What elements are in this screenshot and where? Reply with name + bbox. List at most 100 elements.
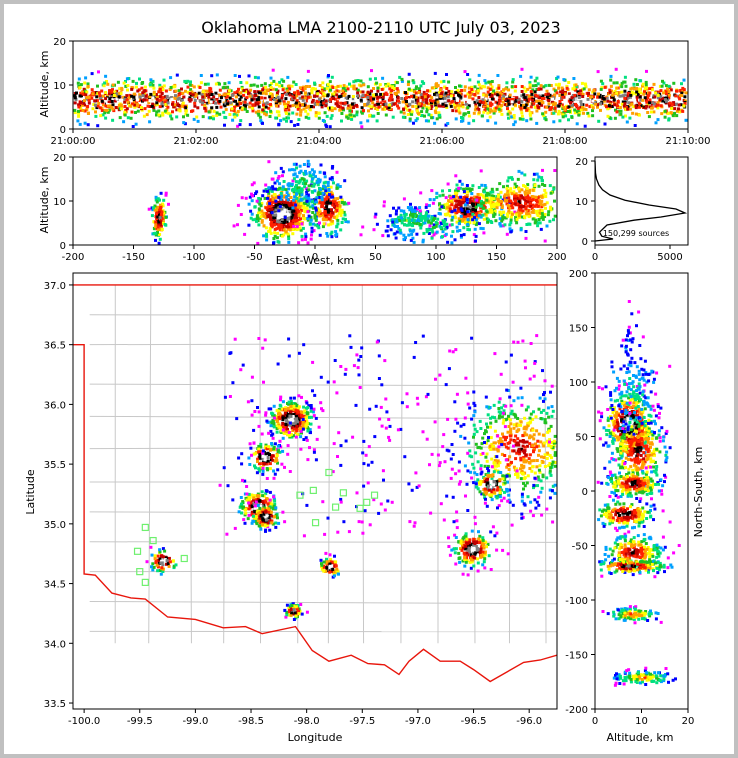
altitude-time-source [673, 111, 677, 115]
altitude-time-source [671, 114, 675, 118]
east-west-source [485, 198, 489, 202]
altitude-time-source [659, 89, 663, 93]
altitude-time-source [112, 94, 116, 97]
altitude-time-source [598, 93, 602, 97]
east-west-source [419, 191, 423, 195]
altitude-time-source [201, 101, 204, 105]
altitude-time-source [435, 93, 439, 97]
altitude-time-source [557, 109, 561, 113]
altitude-time-source [131, 125, 135, 128]
altitude-time-source [342, 108, 345, 112]
east-west-source [299, 178, 302, 182]
plan-source [278, 412, 282, 416]
altitude-time-source [360, 110, 364, 114]
east-west-source [307, 184, 311, 188]
east-west-source [536, 178, 540, 182]
altitude-time-source [307, 99, 311, 103]
altitude-time-source [115, 92, 119, 96]
plan-source [289, 401, 293, 405]
altitude-time-source [151, 96, 155, 100]
altitude-time-source [618, 94, 622, 98]
east-west-source [297, 241, 301, 245]
altitude-time-source [402, 111, 406, 115]
altitude-time-source [201, 95, 205, 99]
east-west-source [310, 233, 313, 237]
east-west-source [417, 217, 420, 221]
east-west-source [305, 199, 309, 203]
altitude-time-source [302, 107, 306, 111]
east-west-source [440, 222, 443, 225]
east-west-source [164, 193, 168, 197]
x-tick-label: 21:04:00 [297, 136, 342, 147]
altitude-time-source [552, 103, 556, 106]
plan-source [294, 402, 297, 406]
east-west-source [318, 210, 322, 214]
east-west-source [382, 204, 386, 208]
altitude-time-source [146, 104, 150, 108]
east-west-source [455, 225, 459, 229]
altitude-time-source [330, 75, 334, 79]
altitude-time-source [233, 91, 237, 95]
plan-source [296, 410, 300, 414]
altitude-time-source [158, 95, 162, 99]
y-tick-label: 20 [53, 153, 66, 164]
altitude-time-source [352, 80, 356, 84]
east-west-source [443, 227, 447, 231]
county-line [89, 383, 557, 387]
altitude-time-source [350, 116, 353, 120]
east-west-source [415, 232, 419, 236]
east-west-source [453, 214, 457, 218]
east-west-source [272, 207, 276, 211]
altitude-time-source [609, 100, 613, 104]
east-west-source [272, 237, 276, 240]
plan-source [295, 418, 299, 422]
east-west-source [477, 222, 481, 226]
east-west-source [154, 233, 158, 237]
east-west-source [316, 183, 320, 187]
east-west-source [431, 201, 435, 205]
east-west-source [395, 230, 399, 234]
altitude-time-source [388, 84, 392, 88]
altitude-time-source [206, 89, 209, 93]
east-west-source [517, 200, 521, 204]
altitude-time-source [376, 112, 380, 115]
altitude-time-source [164, 103, 168, 106]
altitude-time-source [158, 105, 162, 109]
altitude-time-source [416, 105, 420, 109]
altitude-time-source [239, 91, 243, 95]
altitude-time-source [155, 113, 158, 117]
altitude-time-source [292, 93, 296, 97]
altitude-time-source [434, 101, 438, 105]
east-west-source [449, 198, 453, 202]
east-west-source [478, 211, 482, 215]
altitude-time-source [402, 108, 405, 112]
east-west-source [514, 192, 518, 196]
plan-source [307, 404, 311, 408]
plan-source [270, 411, 274, 415]
plan-source [291, 408, 295, 411]
east-west-source [300, 238, 304, 242]
altitude-time-source [466, 106, 470, 110]
altitude-time-source [221, 98, 225, 102]
altitude-time-source [430, 86, 434, 90]
altitude-time-source [488, 87, 492, 91]
altitude-time-source [73, 108, 77, 112]
altitude-time-source [511, 97, 515, 101]
east-west-source [517, 187, 521, 191]
altitude-time-source [395, 81, 399, 85]
county-line [89, 446, 557, 450]
altitude-time-source [234, 95, 238, 99]
altitude-time-source [510, 115, 514, 119]
east-west-source [276, 231, 280, 235]
east-west-source [474, 205, 478, 209]
east-west-source [294, 222, 298, 226]
altitude-time-source [254, 94, 258, 98]
east-west-source [282, 211, 286, 215]
east-west-source [538, 211, 542, 215]
east-west-source [305, 207, 309, 211]
altitude-time-source [567, 110, 571, 113]
altitude-time-source [316, 92, 320, 96]
plan-source [305, 401, 309, 405]
east-west-source [515, 185, 519, 188]
east-west-source [313, 213, 317, 217]
